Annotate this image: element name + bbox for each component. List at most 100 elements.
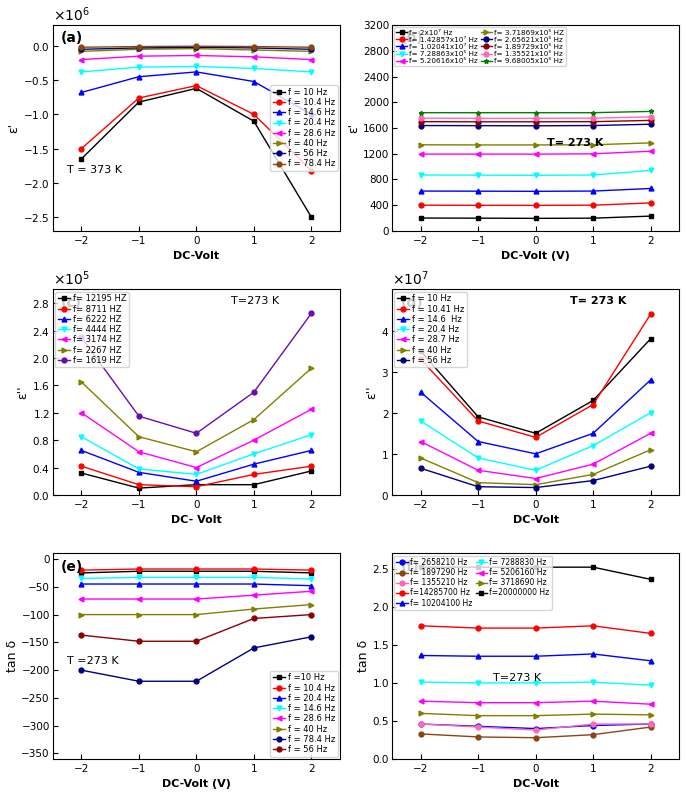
f = 20.4 Hz [474, 453, 482, 463]
f = 20.4 Hz [250, 580, 258, 589]
X-axis label: DC-Volt: DC-Volt [173, 251, 219, 262]
f = 28.6 Hz [308, 55, 316, 64]
f= 3174 HZ [192, 463, 201, 472]
Text: T = 373 K: T = 373 K [67, 165, 122, 175]
f = 78.4 Hz [250, 42, 258, 52]
f = 10.4 Hz [135, 93, 143, 103]
f = 10 Hz [589, 396, 597, 405]
f = 56 Hz [308, 45, 316, 54]
f= 4444 HZ [77, 432, 86, 441]
Text: T =273 K: T =273 K [67, 656, 119, 666]
f= 9.68005x10⁵ Hz [474, 108, 482, 118]
f = 28.7 Hz [416, 436, 425, 446]
f = 10 Hz [647, 334, 655, 343]
Text: (c): (c) [61, 296, 82, 309]
f = 20.4 Hz [77, 580, 86, 589]
Text: (a): (a) [61, 32, 84, 45]
f= 2658210 Hz [647, 719, 655, 729]
Line: f= 2x10⁷ Hz: f= 2x10⁷ Hz [419, 214, 653, 221]
f = 56 Hz [308, 610, 316, 619]
Text: (b): (b) [401, 32, 423, 45]
f = 20.4 Hz [250, 64, 258, 73]
f = 56 Hz [192, 637, 201, 646]
f= 1897290 Hz [532, 733, 540, 743]
f = 40 Hz [589, 470, 597, 479]
Y-axis label: ε': ε' [347, 123, 360, 134]
Line: f = 56 Hz: f = 56 Hz [419, 463, 653, 490]
f = 20.4 Hz [308, 581, 316, 591]
f = 10.41 Hz [474, 417, 482, 426]
f = 40 Hz [532, 480, 540, 490]
f= 1619 HZ [192, 429, 201, 438]
Line: f= 1355210 Hz: f= 1355210 Hz [419, 722, 653, 732]
Line: f= 2.65621x10⁵ Hz: f= 2.65621x10⁵ Hz [419, 122, 653, 128]
f= 5206160 Hz [532, 698, 540, 708]
f= 5.20616x10⁵ Hz [474, 149, 482, 159]
f = 10.41 Hz [647, 309, 655, 319]
Line: f= 3.71869x10⁵ HZ: f= 3.71869x10⁵ HZ [419, 141, 653, 147]
f= 1619 HZ [77, 332, 86, 342]
f = 78.4 Hz [135, 677, 143, 686]
Line: f = 10.4 Hz: f = 10.4 Hz [79, 83, 314, 173]
Line: f= 3718690 Hz: f= 3718690 Hz [419, 711, 653, 718]
f = 20.4 Hz [192, 580, 201, 589]
f= 9.68005x10⁵ Hz [532, 108, 540, 118]
f=14285700 Hz [416, 621, 425, 630]
Text: T=273 K: T=273 K [493, 673, 540, 683]
f= 1355210 Hz [416, 719, 425, 729]
f = 20.4 Hz [135, 62, 143, 72]
Line: f= 6222 HZ: f= 6222 HZ [79, 448, 314, 483]
Line: f= 1.02041x10⁷ Hz: f= 1.02041x10⁷ Hz [419, 186, 653, 194]
f = 40 Hz [192, 610, 201, 619]
f= 2x10⁷ Hz [647, 211, 655, 221]
f = 14.6 Hz [77, 87, 86, 97]
f= 1355210 Hz [589, 719, 597, 729]
f= 1.42857x10⁷ Hz [416, 200, 425, 210]
Line: f = 10 Hz: f = 10 Hz [419, 336, 653, 436]
f = 28.6 Hz [192, 51, 201, 60]
f = 10.4 Hz [192, 81, 201, 91]
f= 7.28863x10⁵ Hz [532, 171, 540, 180]
Line: f= 7288830 Hz: f= 7288830 Hz [419, 680, 653, 688]
f= 4444 HZ [135, 464, 143, 474]
f = 10.4 Hz [308, 565, 316, 575]
f = 20.4 Hz [647, 408, 655, 417]
f= 2.65621x10⁵ Hz [647, 119, 655, 129]
f= 1619 HZ [250, 387, 258, 397]
f = 10 Hz [77, 154, 86, 164]
f= 1.02041x10⁷ Hz [474, 186, 482, 196]
f= 1.89729x10⁵ Hz [647, 115, 655, 125]
f= 3174 HZ [308, 405, 316, 414]
f= 7.28863x10⁵ Hz [589, 170, 597, 180]
f = 14.6  Hz [589, 429, 597, 438]
f = 20.4 Hz [589, 441, 597, 451]
f = 28.7 Hz [474, 466, 482, 475]
f = 28.6 Hz [77, 594, 86, 603]
f= 1619 HZ [135, 411, 143, 421]
f= 2.65621x10⁵ Hz [532, 121, 540, 130]
f = 56 Hz [589, 475, 597, 485]
f = 10.4 Hz [250, 564, 258, 574]
Text: T=273 K: T=273 K [231, 296, 279, 305]
f= 1897290 Hz [474, 732, 482, 742]
f= 1.35521x10⁵ Hz [474, 114, 482, 123]
f= 3.71869x10⁵ HZ [416, 140, 425, 149]
f = 40 Hz [192, 44, 201, 53]
f = 40 Hz [416, 453, 425, 463]
f= 12195 HZ [135, 483, 143, 493]
f = 14.6  Hz [416, 387, 425, 397]
f = 10.41 Hz [532, 432, 540, 442]
f = 78.4 Hz [77, 42, 86, 52]
f= 2267 HZ [77, 377, 86, 386]
f= 1897290 Hz [589, 730, 597, 739]
f= 1.42857x10⁷ Hz [647, 198, 655, 207]
Line: f = 10.41 Hz: f = 10.41 Hz [419, 312, 653, 440]
f= 2x10⁷ Hz [416, 213, 425, 223]
f = 14.6 Hz [250, 77, 258, 87]
f= 7288830 Hz [474, 678, 482, 688]
Line: f = 20.4 Hz: f = 20.4 Hz [79, 64, 314, 75]
f= 9.68005x10⁵ Hz [647, 107, 655, 116]
f = 28.6 Hz [135, 594, 143, 603]
f= 1.02041x10⁷ Hz [532, 187, 540, 196]
f= 2658210 Hz [474, 722, 482, 731]
